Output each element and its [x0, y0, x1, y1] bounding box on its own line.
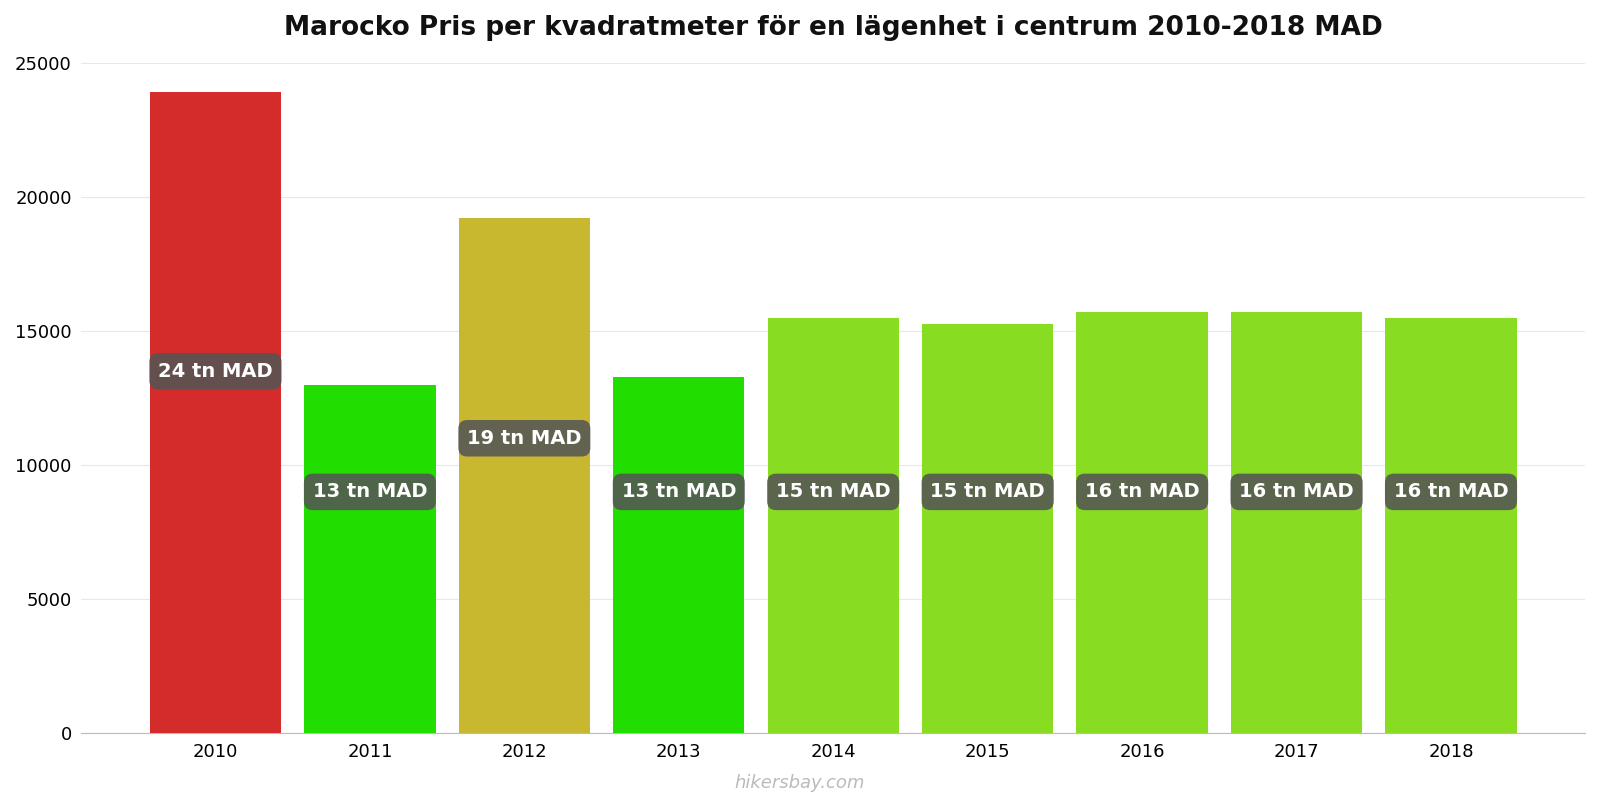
Text: 13 tn MAD: 13 tn MAD	[312, 482, 427, 502]
Bar	[304, 385, 435, 734]
Bar	[922, 324, 1053, 734]
Title: Marocko Pris per kvadratmeter för en lägenhet i centrum 2010-2018 MAD: Marocko Pris per kvadratmeter för en läg…	[283, 15, 1382, 41]
Text: 24 tn MAD: 24 tn MAD	[158, 362, 272, 381]
Text: 16 tn MAD: 16 tn MAD	[1394, 482, 1509, 502]
Text: 16 tn MAD: 16 tn MAD	[1085, 482, 1200, 502]
Text: hikersbay.com: hikersbay.com	[734, 774, 866, 792]
Text: 19 tn MAD: 19 tn MAD	[467, 429, 581, 448]
Bar	[768, 318, 899, 734]
Bar	[150, 92, 282, 734]
Text: 13 tn MAD: 13 tn MAD	[621, 482, 736, 502]
Bar	[613, 377, 744, 734]
Bar	[1386, 318, 1517, 734]
Bar	[1230, 312, 1362, 734]
Text: 15 tn MAD: 15 tn MAD	[776, 482, 891, 502]
Text: 16 tn MAD: 16 tn MAD	[1240, 482, 1354, 502]
Bar	[459, 218, 590, 734]
Bar	[1077, 312, 1208, 734]
Text: 15 tn MAD: 15 tn MAD	[930, 482, 1045, 502]
